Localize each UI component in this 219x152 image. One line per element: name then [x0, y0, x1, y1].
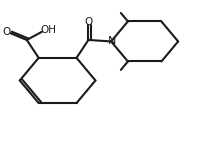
Text: N: N	[108, 36, 116, 46]
Text: O: O	[3, 28, 11, 38]
Text: O: O	[85, 17, 93, 27]
Text: OH: OH	[41, 25, 57, 35]
